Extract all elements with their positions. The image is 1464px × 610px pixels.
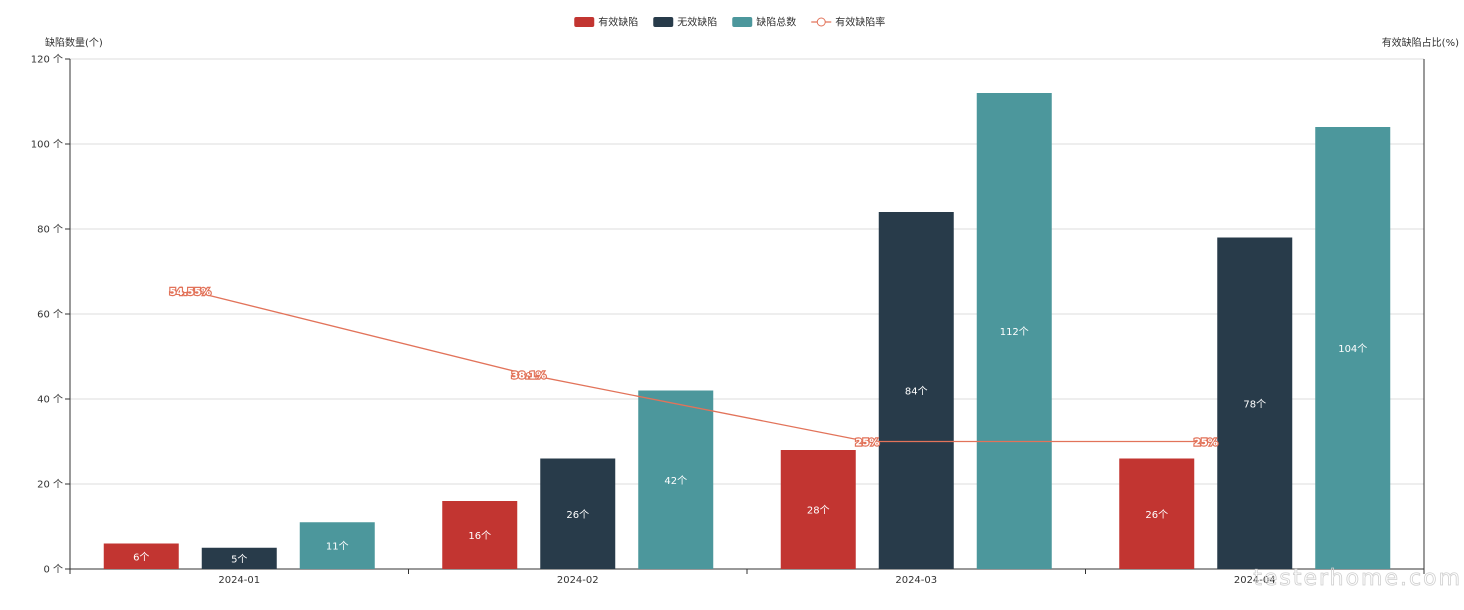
y-tick-label: 80 个 — [37, 224, 63, 236]
rate-label: 38.1% — [511, 371, 546, 382]
bar-label: 84个 — [905, 386, 928, 398]
rate-line — [190, 290, 1206, 443]
legend-swatch[interactable] — [574, 17, 595, 27]
bar-3-2024-02[interactable] — [638, 390, 714, 570]
bar-2-2024-04[interactable] — [1217, 237, 1293, 570]
legend-label[interactable]: 有效缺陷率 — [835, 16, 885, 29]
bar-1-2024-03[interactable] — [780, 450, 856, 569]
rate-point[interactable] — [526, 371, 532, 378]
bar-label: 28个 — [807, 505, 830, 517]
rate-point[interactable] — [1203, 438, 1209, 445]
bar-label: 112个 — [1000, 326, 1029, 338]
y-tick-label: 60 个 — [37, 309, 63, 321]
bar-label: 16个 — [468, 530, 491, 542]
bar-label: 6个 — [133, 551, 149, 563]
bar-3-2024-01[interactable] — [299, 522, 375, 569]
y-tick-label: 0 个 — [43, 564, 63, 576]
bar-label: 26个 — [566, 509, 589, 521]
bar-label: 78个 — [1243, 398, 1266, 410]
bar-label: 104个 — [1338, 343, 1367, 355]
x-tick-label: 2024-02 — [557, 575, 599, 586]
bar-3-2024-03[interactable] — [976, 93, 1052, 569]
x-tick-label: 2024-04 — [1234, 575, 1276, 586]
rate-label: 25% — [855, 438, 879, 449]
rate-point[interactable] — [187, 288, 193, 294]
legend-label[interactable]: 有效缺陷 — [598, 16, 638, 29]
bar-2-2024-02[interactable] — [540, 458, 616, 570]
bar-label: 11个 — [326, 541, 349, 553]
bar-label: 5个 — [231, 553, 247, 565]
rate-point[interactable] — [864, 438, 870, 445]
x-tick-label: 2024-01 — [218, 575, 260, 586]
bar-1-2024-01[interactable] — [103, 543, 179, 570]
bar-2-2024-03[interactable] — [878, 212, 954, 569]
legend-label[interactable]: 缺陷总数 — [756, 16, 796, 29]
y-tick-label: 100 个 — [31, 139, 63, 151]
bar-1-2024-02[interactable] — [442, 501, 518, 569]
y-axis-title-right: 有效缺陷占比(%) — [1382, 36, 1459, 49]
rate-label: 54.55% — [169, 287, 211, 298]
x-tick-label: 2024-03 — [895, 575, 937, 586]
y-tick-label: 20 个 — [37, 479, 63, 491]
legend-swatch-marker[interactable] — [816, 17, 826, 27]
bar-label: 42个 — [664, 475, 687, 487]
y-tick-label: 120 个 — [31, 54, 63, 66]
legend-swatch[interactable] — [653, 17, 674, 27]
legend-swatch[interactable] — [732, 17, 753, 27]
y-tick-label: 40 个 — [37, 394, 63, 406]
bar-3-2024-04[interactable] — [1315, 127, 1391, 569]
watermark-text: testerhome.com — [1253, 566, 1462, 591]
legend-label[interactable]: 无效缺陷 — [677, 16, 717, 29]
y-axis-title-left: 缺陷数量(个) — [45, 36, 103, 49]
bar-2-2024-01[interactable] — [201, 547, 277, 569]
bar-label: 26个 — [1145, 509, 1168, 521]
bar-1-2024-04[interactable] — [1119, 458, 1195, 570]
rate-label: 25% — [1194, 438, 1218, 449]
